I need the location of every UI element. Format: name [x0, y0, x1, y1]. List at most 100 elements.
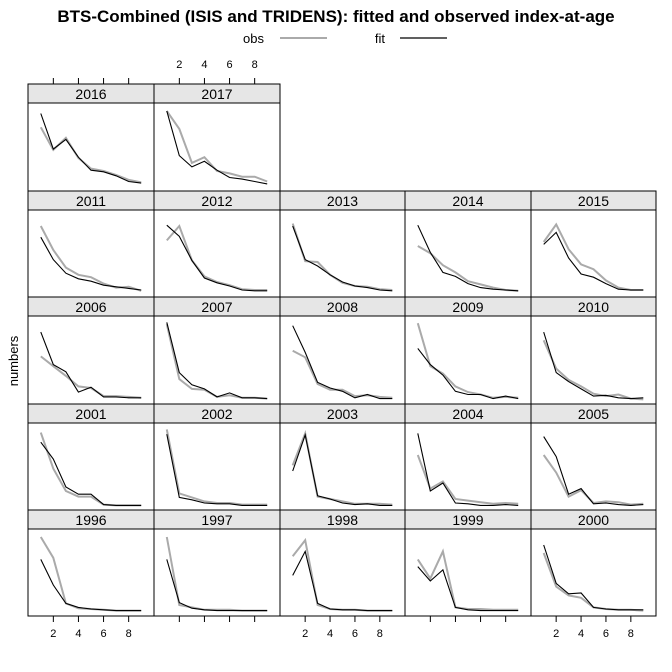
obs-line-1999: [416, 548, 519, 611]
obs-line-2008: [292, 349, 393, 399]
panel-2008: 2008: [279, 296, 406, 405]
obs-line-2017: [165, 110, 268, 183]
x-tick-label: 4: [327, 628, 333, 640]
panel-year-label: 2015: [578, 193, 609, 209]
obs-line-2011: [39, 225, 142, 292]
panel-strip: [530, 296, 657, 317]
fit-line-2003: [292, 432, 393, 506]
panel-year-label: 2005: [578, 406, 609, 422]
panel-year-label: 2002: [201, 406, 232, 422]
fit-line-2015: [543, 231, 644, 291]
fit-line-2000: [543, 544, 644, 611]
panel-1996: 1996: [27, 509, 155, 617]
panel-1997: 1997: [153, 509, 281, 617]
panel-2011: 2011: [27, 190, 155, 298]
panel-1999: 1999: [404, 509, 532, 617]
panel-1998: 1998: [279, 509, 406, 617]
panel-year-label: 2014: [452, 193, 483, 209]
panel-2010: 2010: [530, 296, 657, 405]
legend-label-fit: fit: [375, 31, 386, 46]
fit-line-2016: [40, 113, 142, 184]
panel-2000: 2000: [530, 509, 657, 617]
panel-year-label: 2009: [452, 299, 483, 315]
panel-2002: 2002: [153, 403, 281, 511]
obs-line-2004: [416, 454, 519, 505]
panel-2015: 2015: [530, 190, 657, 298]
legend: obs fit: [243, 31, 447, 46]
fit-line-1996: [40, 559, 142, 612]
fit-line-2008: [292, 325, 393, 400]
fit-line-2011: [40, 236, 142, 291]
fit-line-2017: [166, 110, 268, 185]
panel-year-label: 2017: [201, 86, 232, 102]
x-tick-label: 2: [302, 628, 308, 640]
fit-line-2007: [166, 322, 268, 400]
panel-2014: 2014: [404, 190, 532, 298]
panel-2001: 2001: [27, 403, 155, 511]
obs-line-2012: [166, 224, 268, 291]
panel-year-label: 2001: [75, 406, 106, 422]
obs-line-2002: [165, 429, 268, 506]
panel-year-label: 2004: [452, 406, 483, 422]
panel-year-label: 2011: [76, 193, 106, 209]
panels: 2016 2017 2011 2012 2013 2014 2015 2006 2007 2008…: [27, 83, 657, 617]
fit-line-2005: [543, 436, 644, 506]
x-tick-label: 6: [352, 628, 358, 640]
chart-title: BTS-Combined (ISIS and TRIDENS): fitted …: [57, 7, 614, 26]
x-tick-label: 4: [75, 628, 81, 640]
panel-2004: 2004: [404, 403, 532, 511]
fit-line-1997: [166, 559, 268, 612]
panel-year-label: 2012: [201, 193, 232, 209]
panel-year-label: 2008: [327, 299, 358, 315]
panel-strip: [530, 190, 657, 211]
panel-strip: [153, 83, 281, 104]
panel-2006: 2006: [27, 296, 155, 405]
x-tick-label: 4: [201, 59, 207, 71]
fit-line-1998: [292, 549, 393, 612]
panel-strip: [530, 403, 657, 424]
x-tick-label: 2: [176, 59, 182, 71]
legend-label-obs: obs: [243, 31, 264, 46]
x-tick-label: 2: [553, 628, 559, 640]
fit-line-2001: [40, 441, 142, 506]
x-tick-label: 4: [578, 628, 584, 640]
panel-2009: 2009: [404, 296, 532, 405]
fit-line-2013: [292, 225, 393, 292]
obs-line-2006: [40, 355, 142, 399]
panel-2016: 2016: [27, 83, 155, 192]
x-tick-label: 8: [126, 628, 132, 640]
panel-year-label: 1998: [327, 512, 358, 528]
fit-line-1999: [417, 566, 519, 612]
x-tick-label: 6: [603, 628, 609, 640]
fit-line-2009: [417, 348, 519, 400]
panel-2005: 2005: [530, 403, 657, 511]
y-axis-label: numbers: [6, 335, 21, 386]
fit-line-2002: [166, 434, 268, 506]
panel-year-label: 2016: [75, 86, 106, 102]
panel-2013: 2013: [279, 190, 406, 298]
x-tick-label: 8: [252, 59, 258, 71]
panel-year-label: 1997: [201, 512, 232, 528]
panel-2017: 2017: [153, 83, 281, 192]
x-tick-label: 6: [226, 59, 232, 71]
panel-year-label: 2000: [578, 512, 609, 528]
axis-ticks: 2 4 6 8 2 4 6 8 2 4 6 8 2 4 6 8: [50, 59, 634, 640]
panel-year-label: 1996: [75, 512, 106, 528]
x-tick-label: 8: [377, 628, 383, 640]
panel-strip: [530, 509, 657, 530]
fit-line-2010: [543, 331, 644, 400]
fit-line-2014: [417, 224, 519, 292]
panel-year-label: 1999: [452, 512, 483, 528]
x-tick-label: 6: [100, 628, 106, 640]
panel-year-label: 2003: [327, 406, 358, 422]
fit-line-2006: [40, 331, 142, 399]
panel-year-label: 2013: [327, 193, 358, 209]
panel-year-label: 2010: [578, 299, 609, 315]
fit-line-2012: [166, 224, 268, 292]
panel-2003: 2003: [279, 403, 406, 511]
x-tick-label: 2: [50, 628, 56, 640]
obs-line-2010: [542, 339, 644, 401]
panel-2012: 2012: [153, 190, 281, 298]
panel-2007: 2007: [153, 296, 281, 405]
